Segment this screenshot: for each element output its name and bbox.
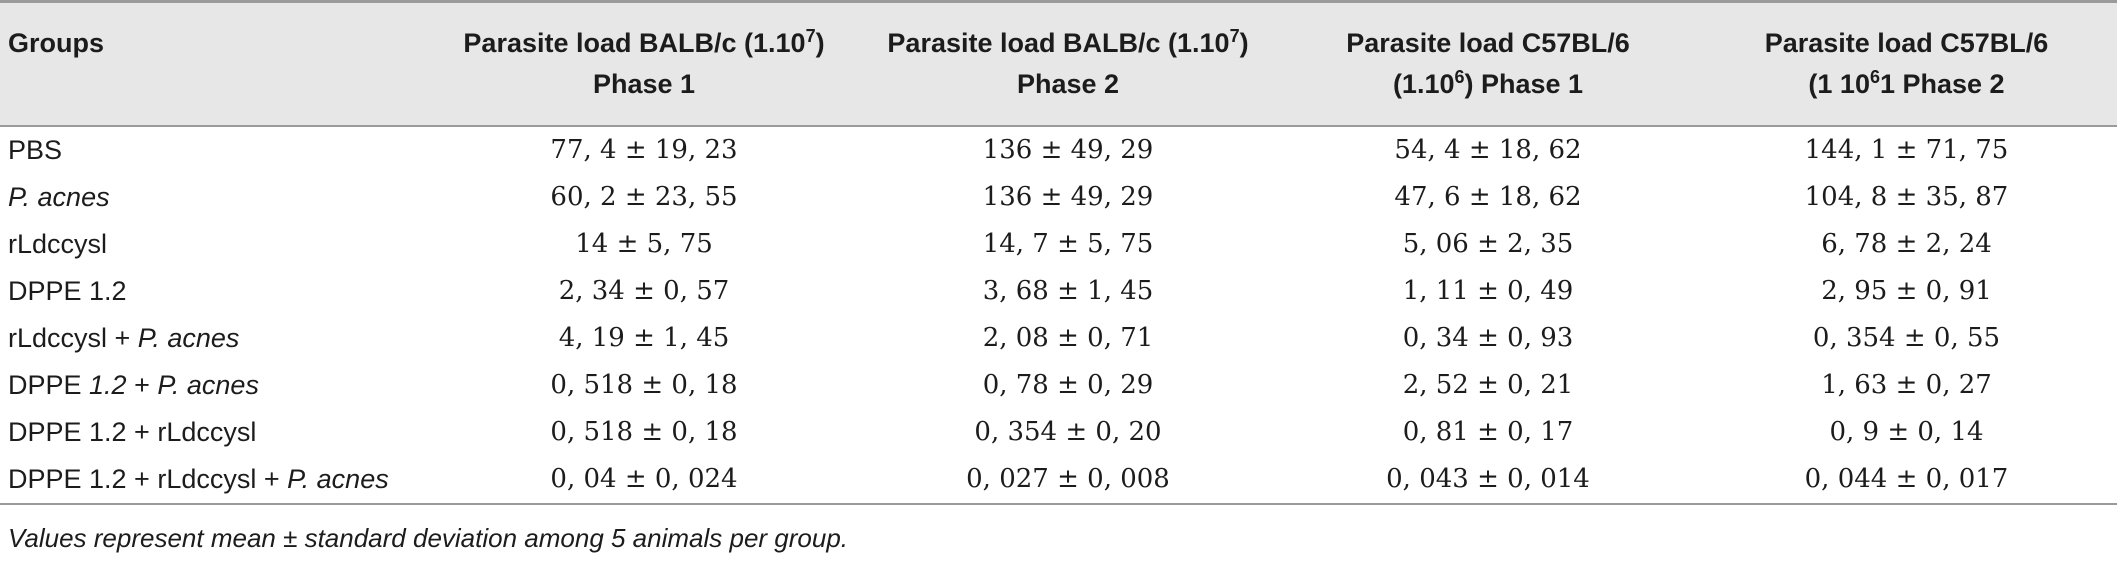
header-c57bl6-phase1-line1: Parasite load C57BL/6 [1346,28,1630,58]
table-footnote: Values represent mean ± standard deviati… [8,523,849,553]
value-cell: 0, 354 ± 0, 55 [1812,322,2001,353]
value-cell: 0, 027 ± 0, 008 [966,463,1170,494]
value-cell: 0, 34 ± 0, 93 [1402,322,1574,353]
header-groups: Groups [0,1,432,126]
value-cell: 4, 19 ± 1, 45 [558,322,730,353]
value-cell: 1, 11 ± 0, 49 [1402,275,1574,306]
header-balbc-phase1-line1: Parasite load BALB/c (1.107) [463,26,825,58]
value-cell: 2, 52 ± 0, 21 [1402,369,1574,400]
group-cell: DPPE 1.2 + P. acnes [8,369,259,400]
value-cell: 14, 7 ± 5, 75 [982,228,1154,259]
value-cell: 1, 63 ± 0, 27 [1821,369,1992,400]
header-c57bl6-phase1: Parasite load C57BL/6 (1.106) Phase 1 [1280,1,1696,126]
table-row: DPPE 1.2 + P. acnes 0, 518 ± 0, 18 0, 78… [0,362,2117,409]
header-c57bl6-phase1-line2: (1.106) Phase 1 [1392,67,1584,99]
value-cell: 136 ± 49, 29 [982,134,1154,165]
group-cell: DPPE 1.2 + rLdccysl [8,416,257,447]
table-row: DPPE 1.2 + rLdccysl + P. acnes 0, 04 ± 0… [0,456,2117,504]
header-balbc-phase2: Parasite load BALB/c (1.107) Phase 2 [856,1,1280,126]
value-cell: 54, 4 ± 18, 62 [1394,134,1582,165]
value-cell: 0, 043 ± 0, 014 [1386,463,1590,494]
group-cell: rLdccysl + P. acnes [8,322,240,353]
group-cell: DPPE 1.2 + rLdccysl + P. acnes [8,463,389,494]
value-cell: 2, 34 ± 0, 57 [558,275,730,306]
header-c57bl6-phase2: Parasite load C57BL/6 (1 1061 Phase 2 [1696,1,2117,126]
group-cell: rLdccysl [8,228,108,259]
table-row: rLdccysl + P. acnes 4, 19 ± 1, 45 2, 08 … [0,315,2117,362]
value-cell: 77, 4 ± 19, 23 [550,134,738,165]
value-cell: 0, 04 ± 0, 024 [550,463,738,494]
header-balbc-phase2-line1: Parasite load BALB/c (1.107) [887,26,1249,58]
table-row: PBS 77, 4 ± 19, 23 136 ± 49, 29 54, 4 ± … [0,126,2117,174]
group-cell: P. acnes [8,181,110,212]
group-cell: PBS [8,134,63,165]
value-cell: 2, 95 ± 0, 91 [1821,275,1992,306]
value-cell: 136 ± 49, 29 [982,181,1154,212]
header-row: Groups Parasite load BALB/c (1.107) Phas… [0,1,2117,126]
value-cell: 60, 2 ± 23, 55 [550,181,738,212]
header-c57bl6-phase2-line1: Parasite load C57BL/6 [1764,28,2049,58]
value-cell: 14 ± 5, 75 [575,228,713,259]
value-cell: 47, 6 ± 18, 62 [1394,181,1582,212]
parasite-load-table: Groups Parasite load BALB/c (1.107) Phas… [0,1,2117,504]
value-cell: 0, 044 ± 0, 017 [1804,463,2009,494]
table-row: P. acnes 60, 2 ± 23, 55 136 ± 49, 29 47,… [0,174,2117,221]
value-cell: 0, 81 ± 0, 17 [1402,416,1574,447]
value-cell: 0, 518 ± 0, 18 [550,416,738,447]
table-row: DPPE 1.2 2, 34 ± 0, 57 3, 68 ± 1, 45 1, … [0,268,2117,315]
value-cell: 0, 354 ± 0, 20 [974,416,1162,447]
value-cell: 2, 08 ± 0, 71 [982,322,1154,353]
table-row: DPPE 1.2 + rLdccysl 0, 518 ± 0, 18 0, 35… [0,409,2117,456]
group-cell: DPPE 1.2 [8,275,127,306]
value-cell: 144, 1 ± 71, 75 [1804,134,2009,165]
header-balbc-phase2-line2: Phase 2 [1016,69,1120,99]
value-cell: 0, 9 ± 0, 14 [1829,416,1984,447]
table-row: rLdccysl 14 ± 5, 75 14, 7 ± 5, 75 5, 06 … [0,221,2117,268]
value-cell: 3, 68 ± 1, 45 [982,275,1154,306]
value-cell: 6, 78 ± 2, 24 [1821,228,1992,259]
value-cell: 0, 518 ± 0, 18 [550,369,738,400]
value-cell: 0, 78 ± 0, 29 [982,369,1154,400]
header-balbc-phase1-line2: Phase 1 [592,69,696,99]
header-c57bl6-phase2-line2: (1 1061 Phase 2 [1808,67,2005,99]
value-cell: 5, 06 ± 2, 35 [1402,228,1574,259]
value-cell: 104, 8 ± 35, 87 [1804,181,2009,212]
header-balbc-phase1: Parasite load BALB/c (1.107) Phase 1 [432,1,856,126]
